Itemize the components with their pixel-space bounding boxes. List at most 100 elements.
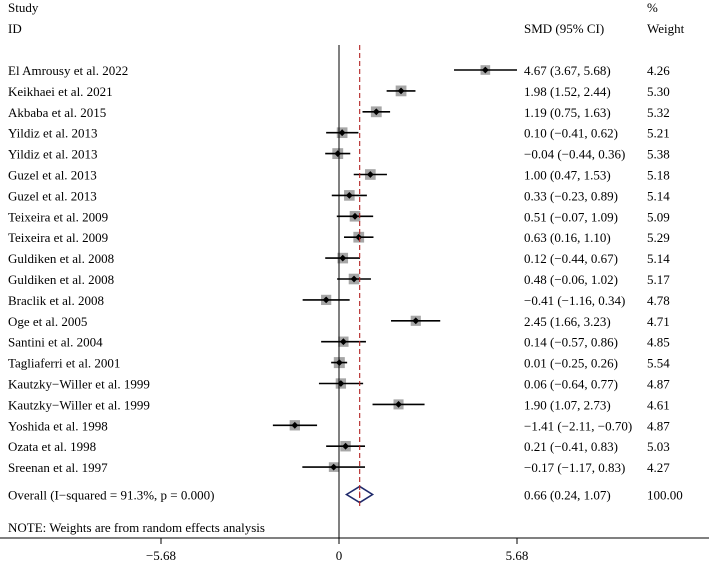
- study-weight: 5.54: [647, 356, 670, 371]
- point-estimate: [351, 212, 359, 220]
- study-weight: 4.87: [647, 377, 670, 392]
- study-label: Teixeira et al. 2009: [8, 230, 108, 245]
- study-label: Yildiz et al. 2013: [8, 126, 98, 141]
- study-label: Sreenan et al. 1997: [8, 460, 108, 475]
- study-row: Braclik et al. 2008 −0.41 (−1.16, 0.34) 4.…: [8, 293, 670, 308]
- study-weight: 5.29: [647, 230, 670, 245]
- study-ci-text: 1.90 (1.07, 2.73): [524, 397, 611, 412]
- study-row: Guzel et al. 2013 0.33 (−0.23, 0.89) 5.14: [8, 188, 670, 203]
- point-estimate: [395, 401, 402, 408]
- study-ci-text: 0.14 (−0.57, 0.86): [524, 335, 618, 350]
- study-row: Ozata et al. 1998 0.21 (−0.41, 0.83) 5.03: [8, 439, 670, 454]
- study-row: Yildiz et al. 2013 0.10 (−0.41, 0.62) 5.21: [8, 126, 670, 141]
- point-estimate: [339, 254, 347, 262]
- study-label: Oge et al. 2005: [8, 314, 87, 329]
- study-weight: 4.27: [647, 460, 670, 475]
- study-label: Yildiz et al. 2013: [8, 147, 98, 162]
- point-estimate: [339, 338, 347, 346]
- study-weight: 5.21: [647, 126, 670, 141]
- overall-row: Overall (I−squared = 91.3%, p = 0.000) 0.…: [8, 485, 683, 504]
- study-weight: 4.87: [647, 418, 670, 433]
- header-weight-percent: %: [647, 0, 658, 15]
- overall-ci-text: 0.66 (0.24, 1.07): [524, 488, 611, 503]
- study-row: El Amrousy et al. 2022 4.67 (3.67, 5.68) 4…: [8, 63, 670, 78]
- study-weight: 5.18: [647, 168, 670, 183]
- study-weight: 4.71: [647, 314, 670, 329]
- study-label: Guzel et al. 2013: [8, 188, 97, 203]
- point-estimate: [412, 317, 420, 325]
- x-axis: −5.68 0 5.68: [0, 537, 709, 563]
- study-label: El Amrousy et al. 2022: [8, 63, 128, 78]
- study-row: Yoshida et al. 1998 −1.41 (−2.11, −0.70) 4…: [8, 418, 670, 433]
- study-ci-text: 0.63 (0.16, 1.10): [524, 230, 611, 245]
- study-weight: 4.78: [647, 293, 670, 308]
- study-row: Kautzky−Willer et al. 1999 0.06 (−0.64, 0…: [8, 377, 670, 392]
- study-label: Braclik et al. 2008: [8, 293, 104, 308]
- study-ci-text: 0.51 (−0.07, 1.09): [524, 209, 618, 224]
- study-weight: 4.61: [647, 397, 670, 412]
- study-weight: 5.14: [647, 188, 670, 203]
- note: NOTE: Weights are from random effects an…: [8, 520, 265, 535]
- point-estimate: [345, 192, 353, 199]
- study-ci-text: 0.06 (−0.64, 0.77): [524, 377, 618, 392]
- study-ci-text: −0.41 (−1.16, 0.34): [524, 293, 625, 308]
- study-ci-text: 2.45 (1.66, 3.23): [524, 314, 611, 329]
- study-ci-text: 1.00 (0.47, 1.53): [524, 168, 611, 183]
- study-weight: 5.14: [647, 251, 670, 266]
- study-label: Kautzky−Willer et al. 1999: [8, 377, 150, 392]
- study-label: Santini et al. 2004: [8, 335, 103, 350]
- study-weight: 4.85: [647, 335, 670, 350]
- study-label: Tagliaferri et al. 2001: [8, 356, 120, 371]
- study-ci-text: 0.48 (−0.06, 1.02): [524, 272, 618, 287]
- header-id: ID: [8, 21, 22, 36]
- study-row: Oge et al. 2005 2.45 (1.66, 3.23) 4.71: [8, 314, 670, 329]
- study-row: Teixeira et al. 2009 0.63 (0.16, 1.10) 5.2…: [8, 230, 670, 245]
- study-label: Ozata et al. 1998: [8, 439, 96, 454]
- point-estimate: [397, 87, 405, 95]
- point-estimate: [355, 233, 363, 241]
- study-row: Yildiz et al. 2013 −0.04 (−0.44, 0.36) 5.3…: [8, 147, 670, 162]
- study-ci-text: 1.19 (0.75, 1.63): [524, 105, 611, 120]
- x-tick-label: 0: [336, 548, 343, 563]
- header-effect: SMD (95% CI): [524, 21, 604, 36]
- overall-weight: 100.00: [647, 488, 683, 503]
- point-estimate: [366, 171, 374, 178]
- header-weight: Weight: [647, 21, 685, 36]
- study-ci-text: 4.67 (3.67, 5.68): [524, 63, 611, 78]
- study-ci-text: 0.10 (−0.41, 0.62): [524, 126, 618, 141]
- study-row: Kautzky−Willer et al. 1999 1.90 (1.07, 2.…: [8, 397, 670, 412]
- study-row: Guldiken et al. 2008 0.12 (−0.44, 0.67) 5.…: [8, 251, 670, 266]
- point-estimate: [330, 463, 338, 471]
- study-weight: 4.26: [647, 63, 670, 78]
- study-row: Santini et al. 2004 0.14 (−0.57, 0.86) 4.8…: [8, 335, 670, 350]
- x-tick-label: −5.68: [146, 548, 176, 563]
- study-label: Guldiken et al. 2008: [8, 251, 114, 266]
- study-row: Guzel et al. 2013 1.00 (0.47, 1.53) 5.18: [8, 168, 670, 183]
- study-weight: 5.17: [647, 272, 670, 287]
- study-ci-text: 0.01 (−0.25, 0.26): [524, 356, 618, 371]
- study-label: Guzel et al. 2013: [8, 168, 97, 183]
- study-weight: 5.09: [647, 209, 670, 224]
- study-label: Keikhaei et al. 2021: [8, 84, 113, 99]
- study-ci-text: −0.04 (−0.44, 0.36): [524, 147, 625, 162]
- study-label: Akbaba et al. 2015: [8, 105, 106, 120]
- study-label: Kautzky−Willer et al. 1999: [8, 397, 150, 412]
- study-ci-text: 1.98 (1.52, 2.44): [524, 84, 611, 99]
- study-label: Teixeira et al. 2009: [8, 209, 108, 224]
- point-estimate: [350, 275, 358, 283]
- study-row: Teixeira et al. 2009 0.51 (−0.07, 1.09) 5.…: [8, 209, 670, 224]
- study-ci-text: 0.12 (−0.44, 0.67): [524, 251, 618, 266]
- study-row: Sreenan et al. 1997 −0.17 (−1.17, 0.83) 4.…: [8, 460, 670, 475]
- study-weight: 5.38: [647, 147, 670, 162]
- study-ci-text: −1.41 (−2.11, −0.70): [524, 418, 632, 433]
- study-ci-text: 0.33 (−0.23, 0.89): [524, 188, 618, 203]
- study-rows: El Amrousy et al. 2022 4.67 (3.67, 5.68) 4…: [8, 63, 670, 475]
- study-weight: 5.03: [647, 439, 670, 454]
- study-row: Akbaba et al. 2015 1.19 (0.75, 1.63) 5.32: [8, 105, 670, 120]
- point-estimate: [322, 296, 330, 304]
- study-weight: 5.30: [647, 84, 670, 99]
- point-estimate: [338, 129, 346, 137]
- study-ci-text: −0.17 (−1.17, 0.83): [524, 460, 625, 475]
- study-weight: 5.32: [647, 105, 670, 120]
